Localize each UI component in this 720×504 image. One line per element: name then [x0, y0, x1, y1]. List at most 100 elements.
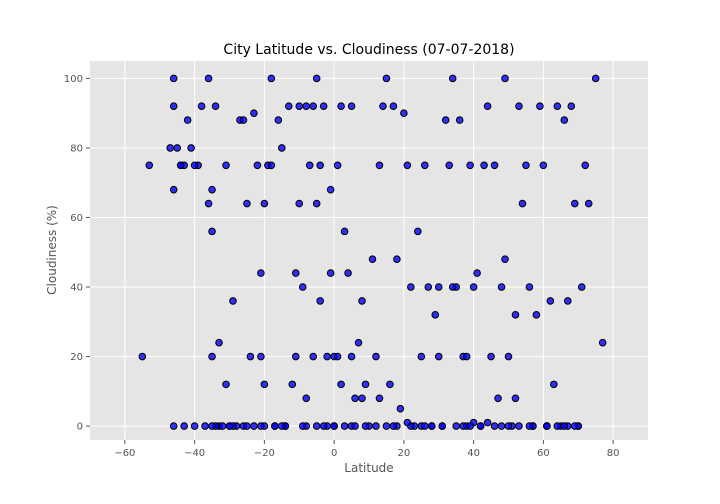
data-point	[260, 380, 269, 389]
data-point	[180, 422, 188, 430]
data-point	[211, 102, 220, 111]
data-point	[466, 422, 474, 430]
data-point	[361, 422, 370, 430]
plot-area	[90, 61, 648, 440]
data-point	[278, 144, 286, 152]
data-point	[434, 283, 443, 291]
data-point	[319, 102, 328, 111]
data-point	[469, 283, 478, 291]
data-point	[515, 422, 523, 430]
data-point	[337, 380, 345, 389]
data-point	[421, 422, 429, 430]
data-point	[222, 161, 230, 170]
data-point	[204, 199, 213, 208]
data-point	[452, 422, 460, 430]
data-point	[351, 422, 359, 430]
data-point	[169, 422, 178, 430]
data-point	[326, 269, 335, 277]
data-point	[257, 269, 265, 277]
x-tick-label: 40	[467, 448, 480, 459]
data-point	[525, 422, 534, 430]
data-point	[483, 418, 492, 427]
data-point	[344, 269, 352, 277]
data-point	[473, 269, 481, 277]
data-point	[427, 422, 436, 430]
data-point	[354, 338, 363, 347]
data-point	[570, 422, 579, 430]
data-point	[389, 102, 398, 111]
data-point	[396, 404, 405, 413]
data-point	[312, 422, 321, 430]
data-point	[260, 199, 269, 208]
data-point	[302, 394, 311, 403]
data-point	[591, 74, 600, 83]
x-axis-label: Latitude	[344, 461, 393, 475]
y-tick-label: 0	[77, 422, 83, 433]
data-point	[351, 394, 359, 403]
data-point	[584, 199, 593, 208]
data-point	[372, 352, 380, 361]
data-point	[295, 102, 304, 111]
data-point	[309, 352, 318, 361]
data-point	[326, 185, 335, 194]
data-point	[487, 352, 495, 361]
data-point	[407, 283, 415, 291]
data-point	[291, 269, 300, 277]
data-point	[347, 102, 356, 111]
data-point	[455, 116, 464, 124]
x-tick-label: −20	[254, 448, 275, 459]
data-point	[368, 255, 377, 263]
data-point	[197, 102, 206, 111]
data-point	[560, 116, 569, 124]
data-point	[518, 199, 527, 208]
data-point	[497, 422, 506, 430]
y-axis-label: Cloudiness (%)	[45, 205, 59, 295]
data-point	[598, 338, 607, 347]
data-point	[187, 144, 195, 152]
data-point	[239, 116, 248, 124]
data-point	[445, 161, 454, 170]
data-point	[166, 144, 175, 152]
data-point	[319, 422, 328, 430]
data-point	[204, 74, 213, 83]
data-point	[532, 311, 541, 319]
data-point	[372, 422, 380, 430]
data-point	[253, 161, 262, 170]
data-point	[361, 380, 370, 389]
y-tick-label: 80	[70, 143, 83, 154]
data-point	[358, 297, 366, 305]
data-point	[466, 161, 474, 170]
data-point	[215, 338, 223, 347]
data-point	[490, 422, 499, 430]
data-point	[462, 352, 471, 361]
data-point	[316, 161, 324, 170]
data-point	[438, 422, 447, 430]
data-point	[414, 227, 422, 236]
data-point	[201, 422, 209, 430]
data-point	[483, 102, 492, 111]
data-point	[375, 161, 384, 170]
data-point	[539, 161, 548, 170]
y-tick-label: 100	[64, 74, 83, 85]
data-point	[497, 283, 506, 291]
data-point	[173, 144, 181, 152]
data-point	[295, 199, 304, 208]
data-point	[246, 352, 255, 361]
data-point	[190, 422, 199, 430]
data-point	[577, 283, 586, 291]
data-point	[400, 109, 408, 117]
x-tick-label: −60	[114, 448, 135, 459]
data-point	[522, 161, 530, 170]
data-point	[504, 352, 513, 361]
data-point	[208, 185, 216, 194]
data-point	[431, 311, 440, 319]
data-point	[403, 418, 412, 427]
data-point	[305, 161, 314, 170]
data-point	[243, 199, 251, 208]
data-point	[340, 422, 349, 430]
data-point	[379, 102, 387, 111]
x-tick-label: 20	[398, 448, 411, 459]
data-point	[515, 102, 523, 111]
data-point	[274, 116, 283, 124]
